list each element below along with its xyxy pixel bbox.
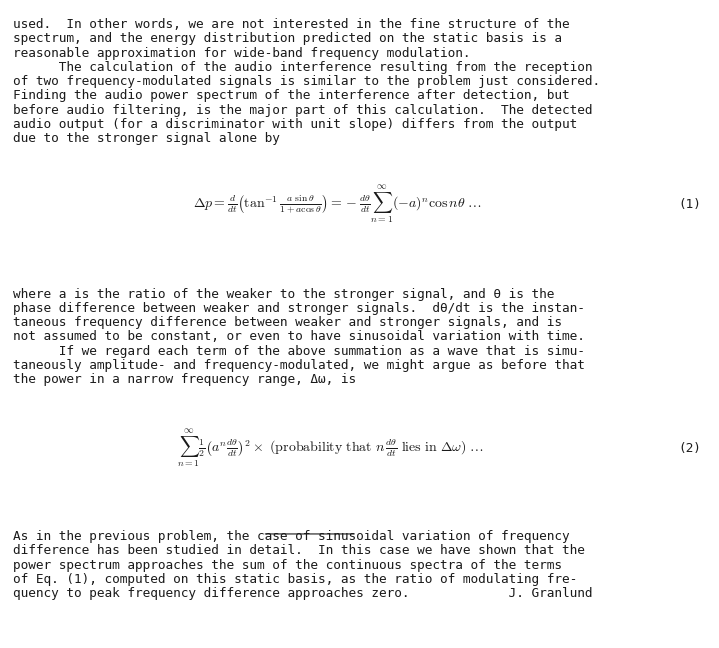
Text: (1): (1) (678, 198, 701, 211)
Text: due to the stronger signal alone by: due to the stronger signal alone by (13, 132, 280, 145)
Text: $\Delta p = \frac{d}{dt}\left(\tan^{-1}\frac{a\ \sin\theta}{1+a\cos\theta}\right: $\Delta p = \frac{d}{dt}\left(\tan^{-1}\… (193, 183, 482, 225)
Text: not assumed to be constant, or even to have sinusoidal variation with time.: not assumed to be constant, or even to h… (13, 330, 585, 343)
Text: The calculation of the audio interference resulting from the reception: The calculation of the audio interferenc… (13, 61, 592, 74)
Text: As in the previous problem, the case of sinusoidal variation of frequency: As in the previous problem, the case of … (13, 530, 569, 543)
Text: of Eq. (1), computed on this static basis, as the ratio of modulating fre-: of Eq. (1), computed on this static basi… (13, 573, 577, 586)
Text: quency to peak frequency difference approaches zero.             J. Granlund: quency to peak frequency difference appr… (13, 587, 592, 600)
Text: where a is the ratio of the weaker to the stronger signal, and θ is the: where a is the ratio of the weaker to th… (13, 288, 554, 301)
Text: the power in a narrow frequency range, Δω, is: the power in a narrow frequency range, Δ… (13, 373, 356, 386)
Text: before audio filtering, is the major part of this calculation.  The detected: before audio filtering, is the major par… (13, 104, 592, 117)
Text: taneous frequency difference between weaker and stronger signals, and is: taneous frequency difference between wea… (13, 316, 562, 329)
Text: taneously amplitude- and frequency-modulated, we might argue as before that: taneously amplitude- and frequency-modul… (13, 359, 585, 372)
Text: used.  In other words, we are not interested in the fine structure of the: used. In other words, we are not interes… (13, 18, 569, 31)
Text: phase difference between weaker and stronger signals.  dθ/dt is the instan-: phase difference between weaker and stro… (13, 302, 585, 315)
Text: power spectrum approaches the sum of the continuous spectra of the terms: power spectrum approaches the sum of the… (13, 559, 562, 572)
Text: spectrum, and the energy distribution predicted on the static basis is a: spectrum, and the energy distribution pr… (13, 32, 562, 45)
Text: If we regard each term of the above summation as a wave that is simu-: If we regard each term of the above summ… (13, 345, 585, 358)
Text: (2): (2) (678, 442, 701, 455)
Text: audio output (for a discriminator with unit slope) differs from the output: audio output (for a discriminator with u… (13, 118, 577, 131)
Text: $\sum_{n=1}^{\infty}\frac{1}{2}\left(a^{n}\frac{d\theta}{dt}\right)^{2}\times\ \: $\sum_{n=1}^{\infty}\frac{1}{2}\left(a^{… (178, 428, 484, 469)
Text: difference has been studied in detail.  In this case we have shown that the: difference has been studied in detail. I… (13, 544, 585, 557)
Text: reasonable approximation for wide-band frequency modulation.: reasonable approximation for wide-band f… (13, 47, 470, 60)
Text: Finding the audio power spectrum of the interference after detection, but: Finding the audio power spectrum of the … (13, 89, 569, 102)
Text: of two frequency-modulated signals is similar to the problem just considered.: of two frequency-modulated signals is si… (13, 75, 600, 88)
